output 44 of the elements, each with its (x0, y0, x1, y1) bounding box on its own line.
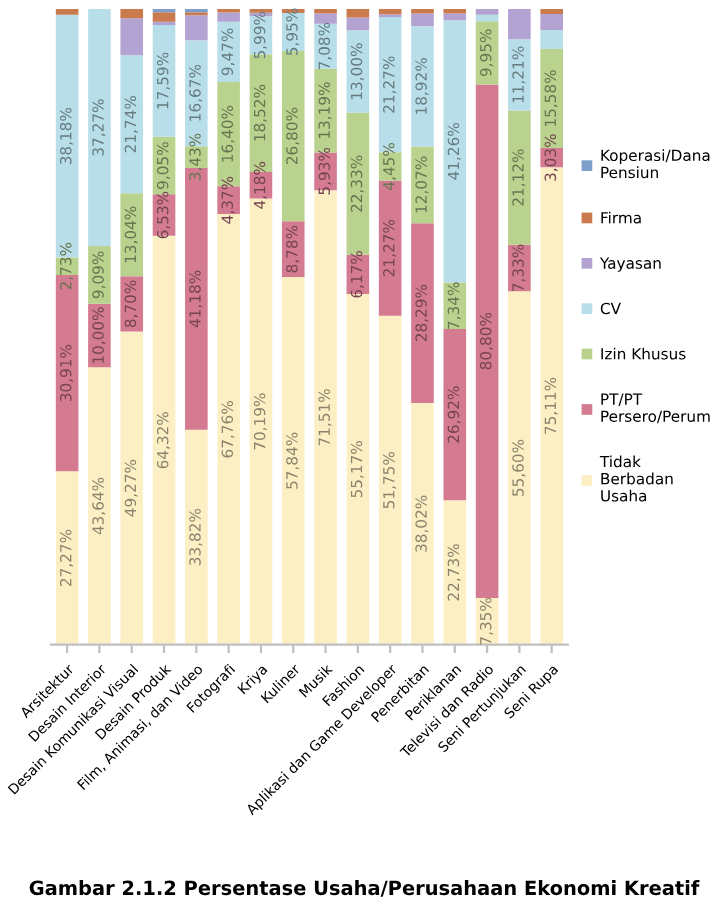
bar (55, 9, 79, 15)
bar (120, 18, 144, 56)
bar (88, 9, 111, 246)
bar (508, 291, 531, 645)
bar (540, 9, 563, 15)
bar (443, 13, 467, 21)
bar (217, 21, 240, 82)
bar (346, 112, 370, 255)
bar (443, 20, 467, 283)
bar (152, 25, 176, 137)
bar (540, 29, 563, 49)
bar (508, 110, 531, 245)
bar (378, 315, 402, 645)
bar (152, 235, 176, 645)
bar (443, 500, 467, 645)
bar (120, 331, 144, 645)
bar (120, 9, 144, 19)
bar (185, 15, 208, 41)
bar (475, 84, 499, 598)
bar (475, 14, 499, 22)
bar (152, 12, 176, 22)
bar (346, 17, 370, 31)
bar (411, 26, 434, 147)
bar (346, 294, 370, 645)
bar (540, 14, 563, 30)
bar (120, 55, 144, 194)
bar (185, 429, 208, 645)
bar (88, 367, 111, 645)
bar (508, 9, 531, 40)
bar (443, 329, 467, 501)
bar (55, 471, 79, 645)
bar (120, 193, 144, 277)
text: Gambar 2.1.2 Persentase Usaha/Perusahaan Ekonomi Kreatif (29, 880, 700, 897)
bar (411, 13, 434, 27)
bar (411, 146, 434, 224)
bar (346, 9, 370, 18)
bar (120, 276, 144, 332)
bar (314, 13, 337, 24)
bar (217, 12, 240, 22)
bar (475, 9, 499, 15)
bar (411, 223, 434, 404)
bar (378, 9, 402, 15)
bar (411, 403, 434, 645)
bar (281, 277, 305, 645)
